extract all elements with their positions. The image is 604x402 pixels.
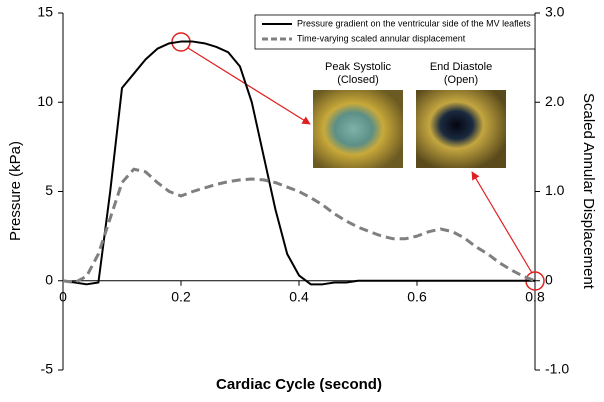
arrow [471,171,533,274]
valve-image-closed [313,90,403,168]
y-tick-label: 10 [37,93,53,109]
y-tick-label: 5 [45,182,53,198]
y2-tick-label: -1.0 [545,361,569,377]
x-tick-label: 0.6 [407,288,427,304]
x-tick-label: 0.2 [171,288,191,304]
legend-label: Pressure gradient on the ventricular sid… [297,18,531,28]
y2-axis-title: Scaled Annular Displacement [580,93,597,290]
annotation: Peak Systolic [325,61,392,73]
x-axis-title: Cardiac Cycle (second) [216,376,382,393]
annotation: End Diastole [430,61,492,73]
series-line [62,167,536,285]
legend-box [254,14,536,50]
y2-tick-label: 0 [545,271,553,287]
y-tick-label: 0 [45,271,53,287]
y2-tick-label: 3.0 [545,4,565,20]
x-tick-label: 0 [59,288,67,304]
x-tick-label: 0.4 [289,288,309,304]
y2-tick-label: 2.0 [545,93,565,109]
y2-tick-label: 1.0 [545,182,565,198]
annotation: (Open) [444,74,478,86]
y-axis-title: Pressure (kPa) [7,141,24,241]
x-tick-label: 0.8 [525,288,545,304]
legend-label: Time-varying scaled annular displacement [297,33,466,43]
valve-image-open [416,90,506,168]
arrow [187,47,311,125]
annotation: (Closed) [337,74,379,86]
y-tick-label: -5 [41,361,54,377]
series-line [62,40,535,286]
y-tick-label: 15 [37,4,53,20]
